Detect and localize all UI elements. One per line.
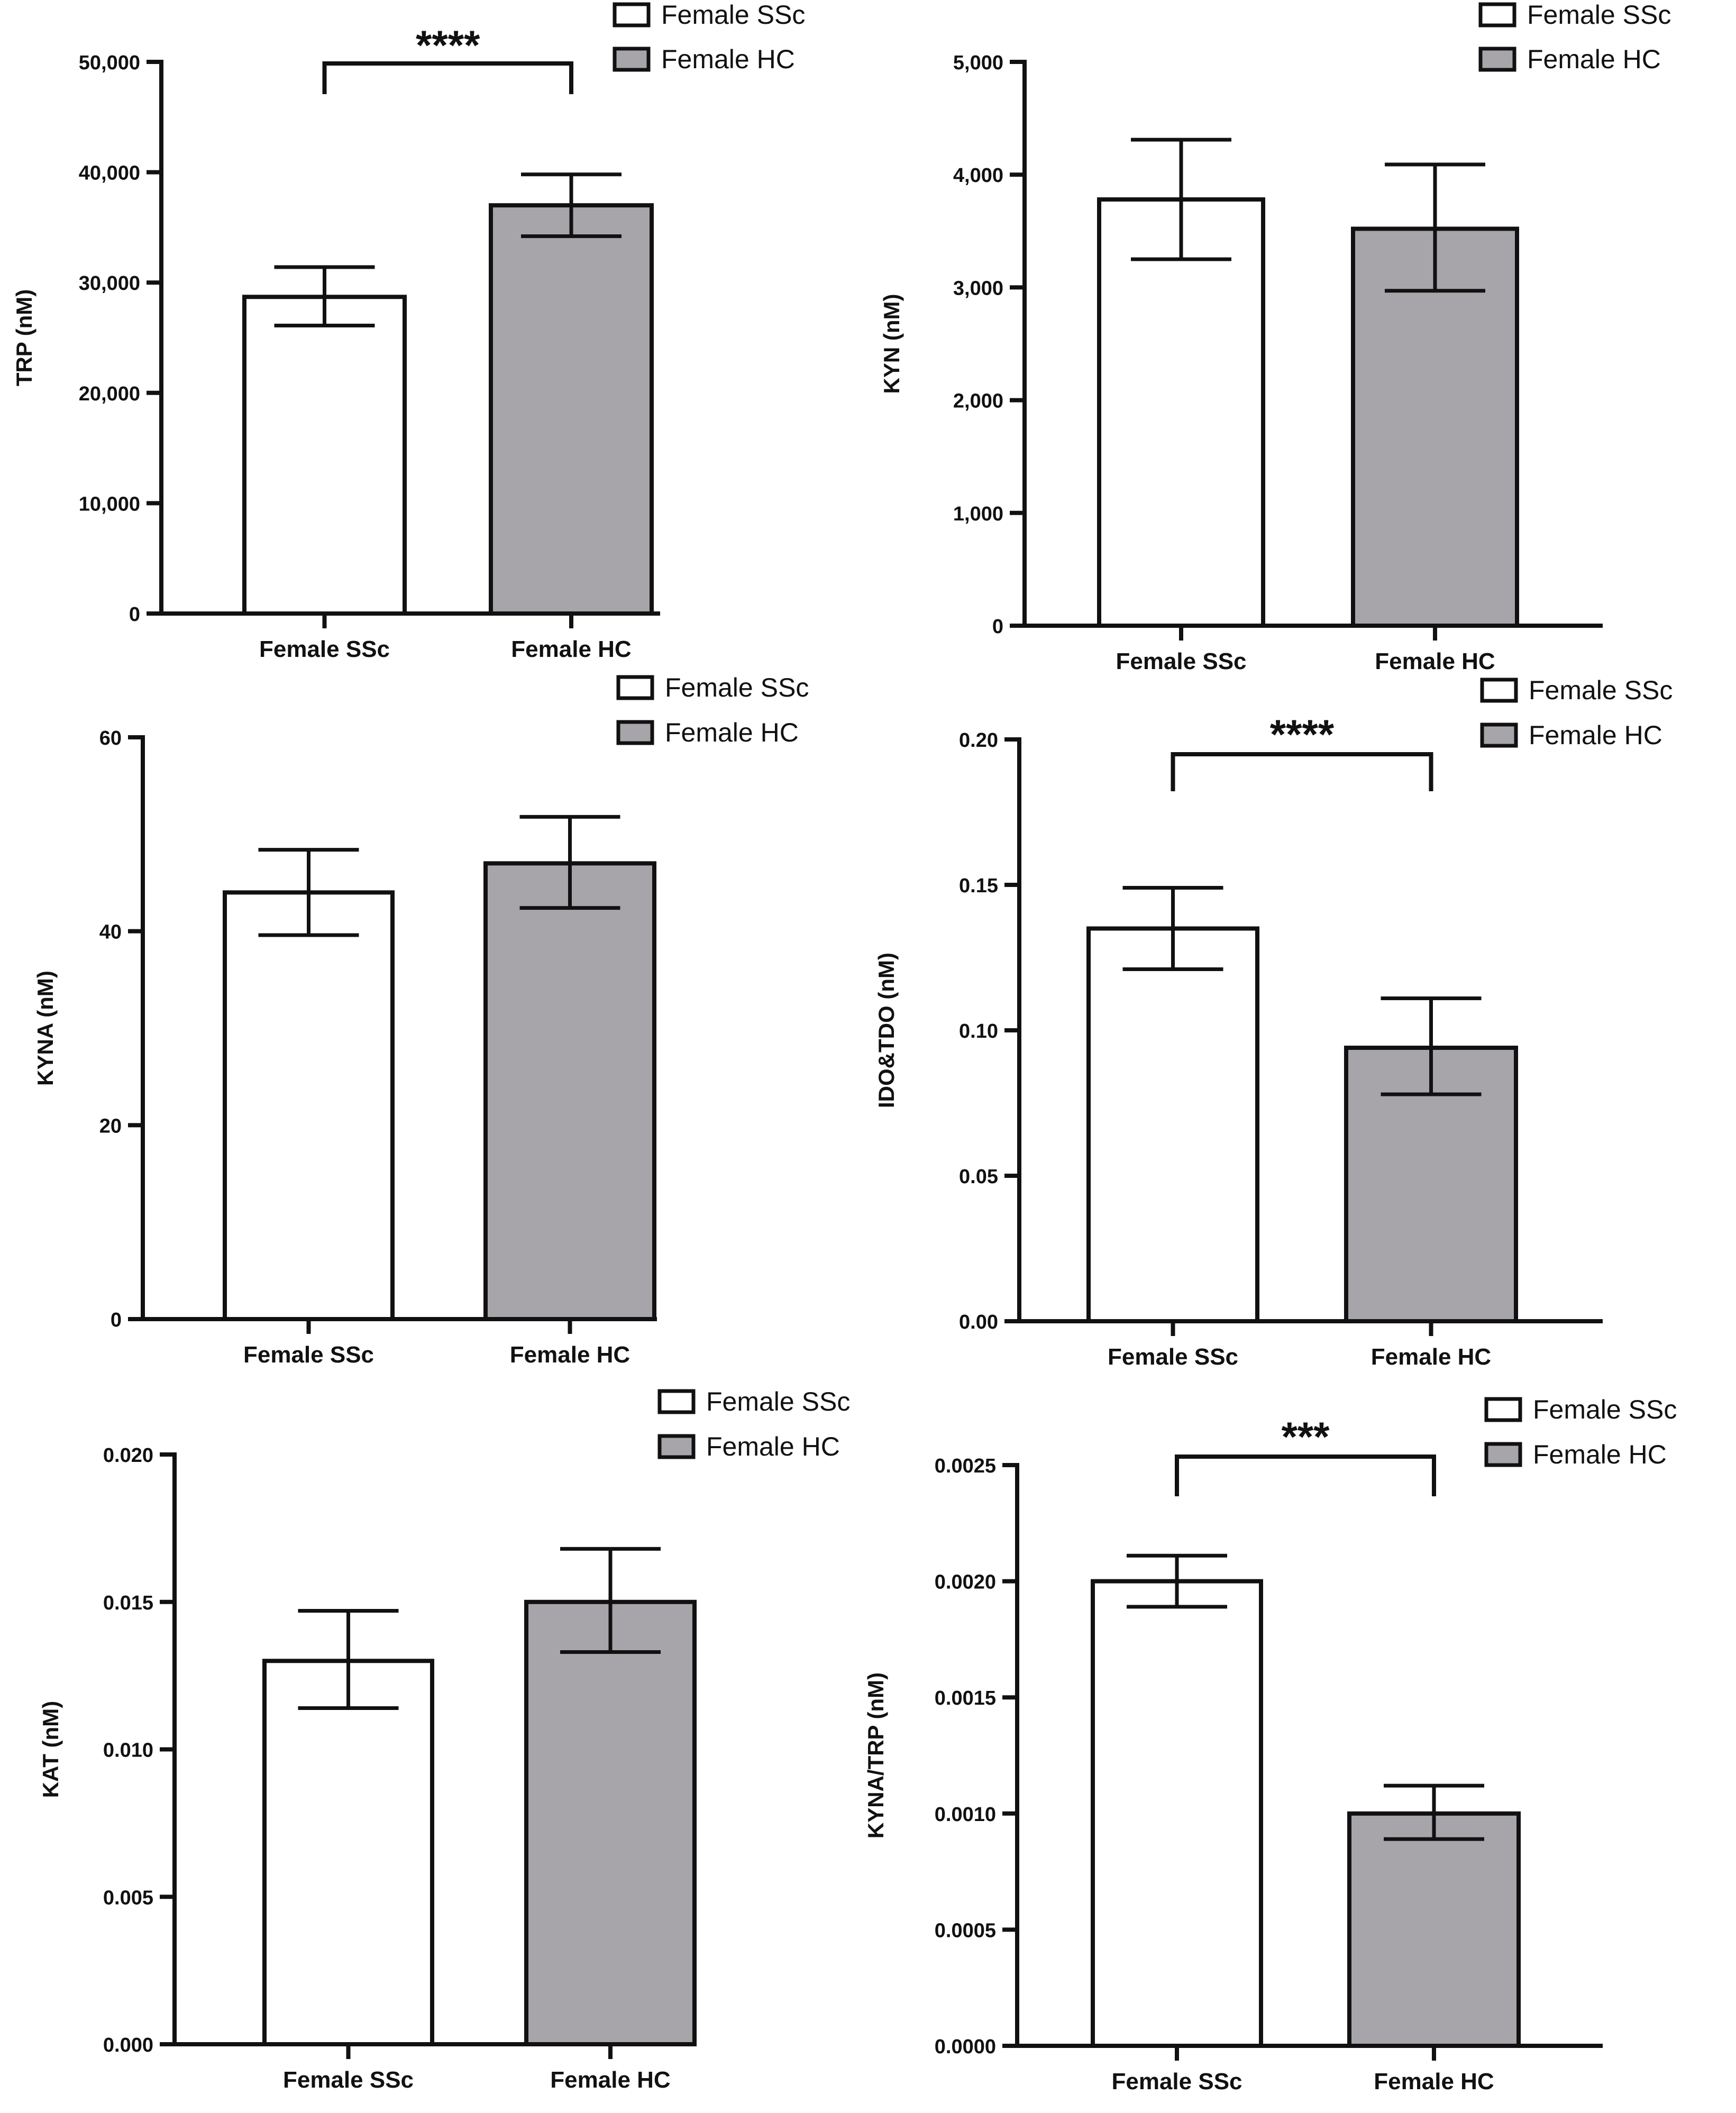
y-tick-label-trp-3: 30,000 xyxy=(79,272,140,295)
bar-kyna-1 xyxy=(483,861,656,1322)
y-tick-label-kat-3: 0.015 xyxy=(103,1592,153,1614)
legend-label-kyna-0: Female SSc xyxy=(665,673,809,702)
legend-swatch-trp-1 xyxy=(613,47,651,72)
y-tick-label-kat-2: 0.010 xyxy=(103,1740,153,1762)
x-tick-label-kat-1: Female HC xyxy=(550,2067,670,2093)
x-tick-label-kyna_trp-1: Female HC xyxy=(1374,2069,1494,2094)
y-tick-label-ido-2: 0.10 xyxy=(959,1020,998,1042)
bar-kyna_trp-0 xyxy=(1091,1579,1263,2048)
significance-label-ido: **** xyxy=(1270,711,1335,757)
panel-kat: Female SSc Female HC 0.000 0.005 0.010 0.015 0… xyxy=(38,1387,850,2093)
y-axis-label-kyn: KYN (nM) xyxy=(879,294,904,394)
significance-label-trp: **** xyxy=(416,22,480,68)
legend-swatch-kat-1 xyxy=(657,1434,696,1459)
panel-kyna: Female SSc Female HC 0 20 40 60 KYNA (nM) Femal… xyxy=(33,673,809,1368)
legend-label-trp-0: Female SSc xyxy=(661,0,805,30)
y-tick-label-kyna_trp-0: 0.0000 xyxy=(935,2036,996,2058)
bar-kyn-0 xyxy=(1097,197,1265,628)
legend-label-kyn-1: Female HC xyxy=(1527,44,1661,74)
legend-swatch-ido-0 xyxy=(1480,678,1518,703)
legend-label-kyna_trp-1: Female HC xyxy=(1533,1440,1667,1469)
legend-swatch-kyna_trp-0 xyxy=(1484,1397,1522,1422)
y-tick-label-kyn-4: 4,000 xyxy=(953,164,1003,187)
y-axis-label-kat: KAT (nM) xyxy=(38,1701,63,1798)
panel-kyn: Female SSc Female HC 0 1,000 2,000 3,000 4,000… xyxy=(879,0,1671,674)
y-axis-label-trp: TRP (nM) xyxy=(12,289,36,387)
y-tick-label-kyn-5: 5,000 xyxy=(953,52,1003,74)
x-tick-label-trp-0: Female SSc xyxy=(259,636,390,662)
legend-swatch-ido-1 xyxy=(1480,722,1518,748)
legend-swatch-kat-0 xyxy=(657,1389,696,1414)
bar-ido-0 xyxy=(1086,926,1259,1323)
bar-trp-1 xyxy=(489,203,654,616)
panel-trp: Female SSc Female HC 0 10,000 20,000 30,000 40… xyxy=(12,0,805,662)
y-tick-label-kyn-2: 2,000 xyxy=(953,390,1003,413)
y-tick-label-kat-4: 0.020 xyxy=(103,1444,153,1467)
x-tick-label-kyn-1: Female HC xyxy=(1375,648,1495,674)
bar-kyn-1 xyxy=(1351,226,1519,628)
significance-bracket-ido xyxy=(1171,752,1433,791)
x-tick-label-kyna-1: Female HC xyxy=(510,1342,630,1368)
legend-label-kyn-0: Female SSc xyxy=(1527,0,1671,30)
legend-swatch-kyna_trp-1 xyxy=(1484,1442,1522,1467)
y-tick-label-kyn-3: 3,000 xyxy=(953,277,1003,299)
y-tick-label-kyna-3: 60 xyxy=(99,727,122,749)
legend-label-kat-0: Female SSc xyxy=(706,1387,850,1416)
bar-kat-1 xyxy=(524,1599,697,2046)
y-tick-label-kyna_trp-1: 0.0005 xyxy=(935,1919,996,1942)
panel-ido: Female SSc Female HC 0.00 0.05 0.10 0.15 0.20 I… xyxy=(874,675,1673,1370)
legend-label-kyna-1: Female HC xyxy=(665,718,799,747)
bar-trp-0 xyxy=(242,295,407,616)
y-tick-label-kyn-0: 0 xyxy=(992,616,1003,638)
legend-swatch-trp-0 xyxy=(613,2,651,28)
y-tick-label-trp-2: 20,000 xyxy=(79,383,140,405)
legend-swatch-kyn-1 xyxy=(1478,47,1516,72)
y-tick-label-trp-5: 50,000 xyxy=(79,52,140,74)
x-tick-label-kat-0: Female SSc xyxy=(283,2067,414,2093)
y-tick-label-kat-1: 0.005 xyxy=(103,1887,153,1909)
y-tick-label-kat-0: 0.000 xyxy=(103,2034,153,2056)
x-tick-label-kyn-0: Female SSc xyxy=(1116,648,1246,674)
y-tick-label-kyn-1: 1,000 xyxy=(953,503,1003,525)
legend-swatch-kyna-0 xyxy=(616,675,654,700)
legend-label-trp-1: Female HC xyxy=(661,44,795,74)
legend-label-kat-1: Female HC xyxy=(706,1432,840,1461)
y-tick-label-kyna_trp-5: 0.0025 xyxy=(935,1455,996,1477)
bar-kyna-0 xyxy=(223,890,395,1322)
x-tick-label-kyna-0: Female SSc xyxy=(243,1342,374,1368)
y-axis-label-kyna_trp: KYNA/TRP (nM) xyxy=(863,1672,888,1838)
panel-kyna_trp: Female SSc Female HC 0.0000 0.0005 0.0010 0.0… xyxy=(863,1395,1677,2094)
significance-label-kyna_trp: *** xyxy=(1281,1413,1330,1460)
y-tick-label-trp-4: 40,000 xyxy=(79,162,140,185)
significance-bracket-trp xyxy=(322,61,573,94)
significance-bracket-kyna_trp xyxy=(1175,1455,1436,1496)
y-tick-label-kyna-2: 40 xyxy=(99,921,122,944)
y-axis-label-kyna: KYNA (nM) xyxy=(33,971,58,1086)
x-tick-label-ido-1: Female HC xyxy=(1371,1344,1491,1370)
y-tick-label-ido-3: 0.15 xyxy=(959,875,998,897)
y-tick-label-kyna_trp-2: 0.0010 xyxy=(935,1804,996,1826)
legend-swatch-kyn-0 xyxy=(1478,2,1516,28)
y-tick-label-ido-4: 0.20 xyxy=(959,729,998,752)
x-tick-label-ido-0: Female SSc xyxy=(1108,1344,1238,1370)
legend-label-ido-0: Female SSc xyxy=(1529,675,1673,705)
legend-label-kyna_trp-0: Female SSc xyxy=(1533,1395,1677,1424)
y-tick-label-trp-1: 10,000 xyxy=(79,493,140,515)
bar-kat-0 xyxy=(262,1659,434,2046)
y-tick-label-kyna_trp-4: 0.0020 xyxy=(935,1571,996,1594)
x-tick-label-kyna_trp-0: Female SSc xyxy=(1111,2069,1242,2094)
y-tick-label-kyna_trp-3: 0.0015 xyxy=(935,1687,996,1709)
y-tick-label-ido-1: 0.05 xyxy=(959,1166,998,1188)
legend-swatch-kyna-1 xyxy=(616,720,654,745)
x-tick-label-trp-1: Female HC xyxy=(511,636,631,662)
y-tick-label-kyna-1: 20 xyxy=(99,1115,122,1137)
y-tick-label-kyna-0: 0 xyxy=(111,1309,122,1331)
y-tick-label-ido-0: 0.00 xyxy=(959,1311,998,1333)
legend-label-ido-1: Female HC xyxy=(1529,720,1662,750)
y-axis-label-ido: IDO&TDO (nM) xyxy=(874,953,899,1108)
y-tick-label-trp-0: 0 xyxy=(129,603,140,626)
bar-kyna_trp-1 xyxy=(1347,1811,1521,2048)
